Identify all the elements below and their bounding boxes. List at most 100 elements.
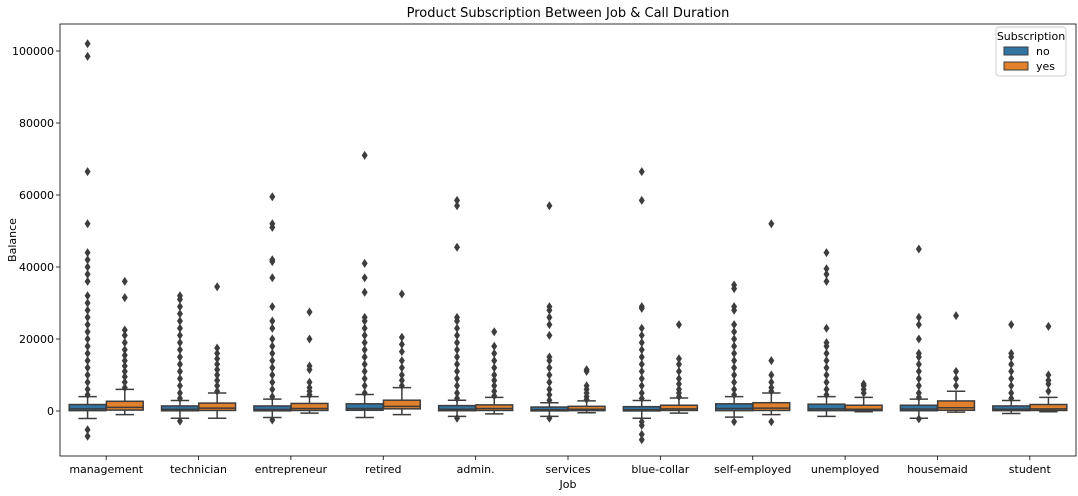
legend-swatch-no (1003, 46, 1029, 56)
flier-point (953, 366, 960, 376)
flier-point (546, 330, 553, 340)
flier-point (731, 417, 738, 427)
box-iqr (936, 400, 976, 412)
flier-point (398, 370, 405, 380)
flier-point (915, 334, 922, 344)
flier-point (84, 248, 91, 258)
box-iqr (844, 404, 883, 412)
box-group-yes-services (567, 365, 606, 414)
flier-point (638, 393, 645, 403)
flier-point (915, 366, 922, 376)
flier-point (398, 339, 405, 349)
flier-point (361, 258, 368, 268)
flier-point (121, 361, 128, 371)
flier-point (176, 330, 183, 340)
flier-point (915, 320, 922, 330)
flier-point (269, 356, 276, 366)
flier-point (176, 366, 183, 376)
flier-point (1045, 321, 1052, 331)
flier-point (121, 338, 128, 348)
flier-point (121, 345, 128, 355)
flier-point (491, 375, 498, 385)
box-iqr (714, 403, 754, 412)
flier-point (638, 195, 645, 205)
flier-point (176, 291, 183, 301)
flier-point (491, 391, 498, 401)
flier-point (84, 384, 91, 394)
box-group-yes-housemaid (936, 311, 976, 413)
flier-point (454, 366, 461, 376)
box-iqr (807, 403, 846, 412)
flier-point (491, 363, 498, 373)
y-tick-label: 40000 (19, 261, 54, 274)
y-tick-label: 60000 (19, 189, 54, 202)
flier-point (583, 365, 590, 375)
flier-point (454, 374, 461, 384)
flier-point (361, 374, 368, 384)
flier-point (361, 338, 368, 348)
flier-point (306, 377, 313, 387)
flier-point (638, 366, 645, 376)
flier-point (361, 359, 368, 369)
flier-point (675, 359, 682, 369)
flier-point (269, 384, 276, 394)
flier-point (731, 320, 738, 330)
flier-point (84, 341, 91, 351)
box-group-yes-self-employed (752, 219, 791, 427)
flier-point (675, 384, 682, 394)
x-tick-label: unemployed (811, 463, 879, 476)
flier-point (546, 384, 553, 394)
flier-point (915, 374, 922, 384)
flier-point (823, 348, 830, 358)
box-iqr (197, 402, 237, 412)
flier-point (121, 356, 128, 366)
x-tick-label: housemaid (907, 463, 968, 476)
flier-point (84, 167, 91, 177)
flier-point (1008, 348, 1015, 358)
flier-point (454, 352, 461, 362)
flier-point (176, 345, 183, 355)
flier-point (731, 334, 738, 344)
box-iqr (899, 404, 939, 412)
flier-point (454, 381, 461, 391)
flier-point (915, 381, 922, 391)
flier-point (953, 374, 960, 384)
flier-point (84, 363, 91, 373)
box-group-yes-retired (382, 289, 422, 416)
flier-point (84, 39, 91, 49)
flier-point (361, 345, 368, 355)
flier-point (269, 341, 276, 351)
flier-point (84, 51, 91, 61)
box-iqr (345, 403, 384, 412)
flier-point (546, 390, 553, 400)
x-tick-label: management (69, 463, 143, 476)
box-group-no-self-employed (714, 280, 754, 427)
x-axis-label: Job (559, 478, 577, 491)
box-group-yes-blue-collar (659, 320, 699, 414)
flier-point (638, 429, 645, 439)
flier-point (675, 354, 682, 364)
flier-point (638, 374, 645, 384)
flier-point (84, 390, 91, 400)
flier-point (638, 167, 645, 177)
flier-point (638, 381, 645, 391)
y-tick-label: 20000 (19, 333, 54, 346)
flier-point (546, 377, 553, 387)
flier-point (454, 359, 461, 369)
flier-point (269, 348, 276, 358)
flier-point (306, 361, 313, 371)
x-tick-label: admin. (457, 463, 495, 476)
flier-point (454, 330, 461, 340)
flier-point (915, 312, 922, 322)
flier-point (214, 348, 221, 358)
flier-point (454, 195, 461, 205)
flier-point (1045, 375, 1052, 385)
flier-point (675, 320, 682, 330)
flier-point (583, 381, 590, 391)
flier-point (454, 338, 461, 348)
flier-point (1008, 388, 1015, 398)
flier-point (546, 395, 553, 405)
flier-point (1008, 359, 1015, 369)
flier-point (269, 273, 276, 283)
flier-point (546, 312, 553, 322)
